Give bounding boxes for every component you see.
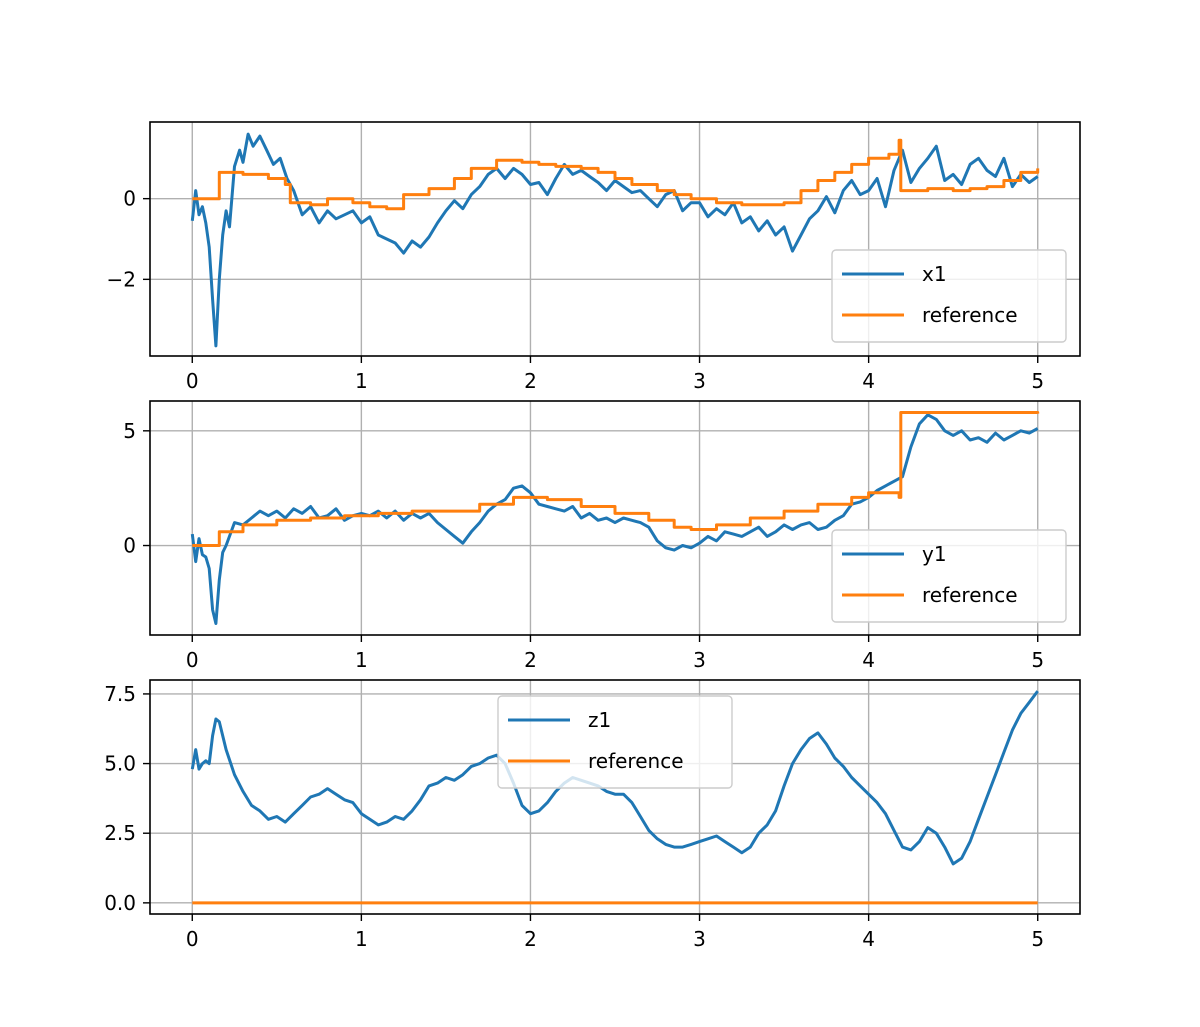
legend-box <box>831 529 1067 623</box>
legend-label-x1: x1 <box>922 262 947 286</box>
y-tick-label: 5 <box>123 419 136 443</box>
series-line-reference <box>192 411 1040 547</box>
x-tick-label: 2 <box>524 927 537 951</box>
x-tick-label: 3 <box>693 927 706 951</box>
x-tick-label: 2 <box>524 369 537 393</box>
x-tick-label: 0 <box>186 648 199 672</box>
legend-label-reference: reference <box>922 303 1018 327</box>
x-tick-label: 1 <box>355 369 368 393</box>
y-tick-label: 7.5 <box>104 682 136 706</box>
subplot-3: 0 1 2 3 4 5 0.0 2.5 5.0 7.5 z1 reference <box>104 679 1081 951</box>
x-tick-label: 0 <box>186 369 199 393</box>
x-tick-label: 3 <box>693 648 706 672</box>
x-tick-label: 5 <box>1031 369 1044 393</box>
x-tick-label: 3 <box>693 369 706 393</box>
y-tick-label: 2.5 <box>104 821 136 845</box>
legend: z1 reference <box>497 695 733 789</box>
y-tick-label: 0 <box>123 534 136 558</box>
x-tick-label: 2 <box>524 648 537 672</box>
legend-label-y1: y1 <box>922 542 947 566</box>
legend-box <box>831 249 1067 343</box>
series-line-x1 <box>190 132 1039 348</box>
x-tick-label: 5 <box>1031 648 1044 672</box>
x-tick-label: 4 <box>862 927 875 951</box>
axes-frame <box>149 400 1081 636</box>
x-tick-label: 5 <box>1031 927 1044 951</box>
legend: y1 reference <box>831 529 1067 623</box>
legend-label-reference: reference <box>588 749 684 773</box>
y-tick-label: 0.0 <box>104 891 136 915</box>
series-line-reference <box>192 138 1040 211</box>
y-tick-label: 5.0 <box>104 752 136 776</box>
x-tick-label: 1 <box>355 927 368 951</box>
legend-label-reference: reference <box>922 583 1018 607</box>
subplot-2: 0 1 2 3 4 5 0 5 y1 reference <box>123 400 1081 672</box>
subplot-1: 0 1 2 3 4 5 −2 0 x1 reference <box>107 121 1081 393</box>
x-tick-label: 0 <box>186 927 199 951</box>
axes-frame <box>149 121 1081 357</box>
x-tick-label: 1 <box>355 648 368 672</box>
y-tick-label: −2 <box>107 267 136 291</box>
axes-frame <box>149 679 1081 915</box>
series-line-y1 <box>190 413 1039 625</box>
y-tick-label: 0 <box>123 187 136 211</box>
legend-box <box>497 695 733 789</box>
x-tick-label: 4 <box>862 648 875 672</box>
legend-label-z1: z1 <box>588 708 611 732</box>
legend: x1 reference <box>831 249 1067 343</box>
x-tick-label: 4 <box>862 369 875 393</box>
